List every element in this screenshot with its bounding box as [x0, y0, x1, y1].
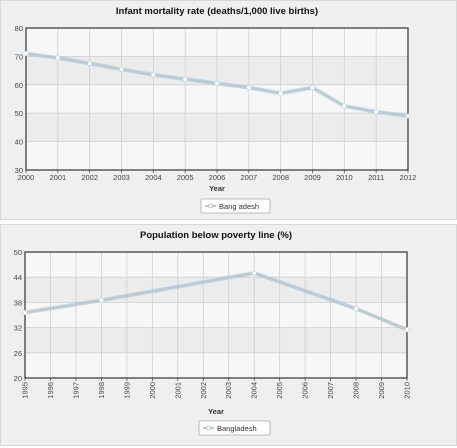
data-point	[373, 109, 379, 115]
data-point	[23, 50, 29, 57]
chart-panel-poverty: Population below poverty line (%) 1995 199…	[0, 224, 457, 446]
x-tick-label: 1995	[21, 382, 30, 399]
y-tick-label: 32	[14, 324, 22, 333]
y-tick-label: 38	[14, 298, 22, 307]
legend-box	[200, 198, 271, 214]
data-point	[22, 309, 28, 316]
x-tick-label: 2002	[81, 173, 98, 182]
x-tick-label: 2008	[352, 382, 361, 399]
legend-marker-icon	[208, 203, 213, 209]
x-tick-label: 2003	[224, 382, 233, 399]
x-tick-label: 2005	[275, 382, 284, 399]
plot-area	[25, 252, 407, 378]
y-tick-label: 44	[14, 273, 22, 282]
x-tick-label: 1998	[97, 382, 106, 399]
y-tick-label: 40	[15, 138, 23, 147]
x-tick-label: 2000	[18, 173, 35, 182]
x-tick-label: 2000	[148, 382, 157, 399]
y-tick-label: 30	[15, 166, 23, 175]
data-point	[341, 103, 347, 109]
legend-label: Bangladesh	[217, 424, 257, 433]
legend: Bang adesh	[200, 198, 271, 214]
x-tick-label: 2002	[199, 382, 208, 399]
x-tick-label: 2003	[113, 173, 130, 182]
legend-box	[198, 420, 271, 436]
y-tick-label: 60	[15, 81, 23, 90]
x-tick-label: 2001	[173, 382, 182, 399]
data-point	[118, 66, 125, 72]
data-point	[55, 55, 61, 61]
data-point	[278, 90, 284, 96]
chart-panel-infant-mortality: Infant mortality rate (deaths/1,000 live…	[0, 0, 457, 220]
data-point	[246, 85, 252, 91]
x-tick-label: 2006	[301, 382, 310, 399]
y-tick-label: 70	[15, 52, 23, 61]
data-point	[214, 80, 220, 86]
data-point	[309, 85, 316, 91]
data-point	[182, 76, 188, 82]
x-tick-label: 1996	[46, 382, 55, 399]
poverty-chart: Population below poverty line (%) 1995 199…	[14, 230, 412, 436]
x-tick-label: 1999	[122, 382, 131, 399]
plot-band	[25, 277, 407, 303]
data-point	[87, 60, 93, 67]
data-point	[98, 297, 105, 303]
chart-title: Infant mortality rate (deaths/1,000 live…	[116, 6, 318, 17]
x-tick-label: 2008	[272, 173, 289, 182]
y-tick-label: 26	[14, 349, 22, 358]
plot-border	[25, 27, 409, 171]
x-axis-title: Year	[209, 184, 225, 193]
y-tick-label: 80	[15, 24, 23, 33]
infant-mortality-chart: Infant mortality rate (deaths/1,000 live…	[15, 6, 417, 214]
x-tick-label: 2007	[240, 173, 257, 182]
legend-marker-icon	[206, 425, 211, 431]
x-tick-label: 2006	[209, 173, 226, 182]
data-point	[353, 306, 359, 312]
plot-band	[25, 327, 407, 353]
x-tick-label: 2012	[400, 173, 417, 182]
x-tick-label: 2005	[177, 173, 194, 182]
x-tick-label: 2009	[304, 173, 321, 182]
x-tick-label: 1997	[71, 382, 80, 399]
x-tick-label: 2001	[49, 173, 66, 182]
y-tick-label: 20	[14, 374, 22, 383]
x-tick-label: 2004	[250, 382, 259, 399]
x-axis-title: Year	[208, 407, 224, 416]
x-tick-label: 2007	[326, 382, 335, 399]
x-tick-label: 2009	[377, 382, 386, 399]
data-point	[405, 113, 411, 119]
data-point	[404, 327, 410, 333]
x-tick-label: 2011	[368, 173, 384, 182]
x-tick-label: 2010	[403, 382, 412, 399]
data-point	[150, 72, 156, 78]
x-tick-label: 2010	[336, 173, 353, 182]
legend: Bangladesh	[198, 420, 271, 436]
chart-title: Population below poverty line (%)	[140, 230, 292, 241]
legend-label: Bang adesh	[219, 202, 259, 211]
y-tick-label: 50	[15, 109, 23, 118]
x-tick-label: 2004	[145, 173, 162, 182]
y-tick-label: 50	[14, 248, 22, 257]
data-point	[251, 270, 257, 276]
